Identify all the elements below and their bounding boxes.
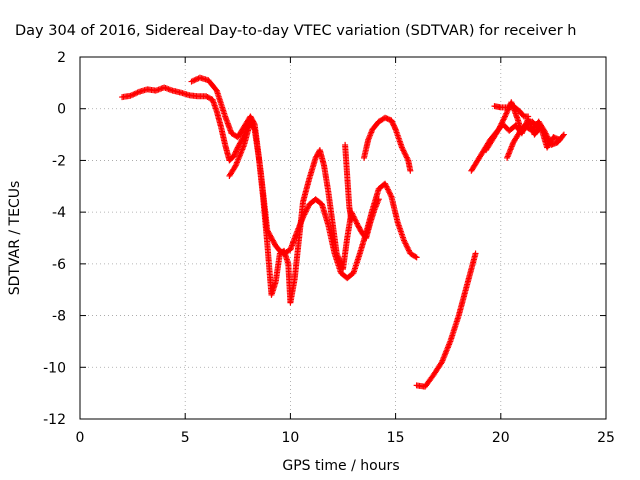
grid (80, 57, 606, 419)
x-tick-label: 5 (181, 430, 190, 446)
plot-frame (79, 56, 607, 420)
data-point (375, 196, 382, 203)
data-point (413, 254, 420, 261)
data-point (348, 216, 355, 223)
y-tick-label: -4 (52, 205, 66, 221)
data-series (188, 74, 420, 282)
data-point (391, 125, 398, 132)
x-axis: 0 5 10 15 20 25 (76, 57, 615, 446)
data-point (231, 163, 238, 170)
data-series (342, 141, 355, 223)
x-tick-label: 20 (492, 430, 510, 446)
y-axis: -12 -10 -8 -6 -4 -2 0 2 (43, 50, 606, 428)
data-series (413, 250, 479, 390)
data-series (504, 118, 542, 161)
data-series (491, 103, 532, 120)
data-series (226, 118, 382, 306)
data-series (119, 84, 252, 164)
data-point (534, 124, 541, 131)
y-tick-label: -10 (43, 360, 66, 376)
data-point (560, 132, 567, 139)
data-points (119, 74, 567, 390)
y-tick-label: -12 (43, 412, 66, 428)
y-tick-label: -8 (52, 309, 66, 325)
data-point (560, 131, 567, 138)
y-tick-label: -2 (52, 153, 66, 169)
data-point (407, 167, 414, 174)
data-point (472, 250, 479, 257)
y-axis-label: SDTVAR / TECUs (7, 181, 23, 296)
y-tick-label: -6 (52, 257, 66, 273)
data-series (361, 114, 414, 174)
x-tick-label: 10 (281, 430, 299, 446)
data-point (525, 113, 532, 120)
x-tick-label: 25 (597, 430, 615, 446)
data-point (412, 253, 419, 260)
data-point (535, 125, 542, 132)
x-tick-label: 0 (76, 430, 85, 446)
y-tick-label: 2 (57, 50, 66, 66)
plot-border (79, 56, 607, 420)
x-axis-label: GPS time / hours (282, 458, 399, 474)
chart-title: Day 304 of 2016, Sidereal Day-to-day VTE… (15, 23, 576, 39)
y-tick-label: 0 (57, 102, 66, 118)
x-tick-label: 15 (387, 430, 405, 446)
data-point (250, 125, 257, 132)
